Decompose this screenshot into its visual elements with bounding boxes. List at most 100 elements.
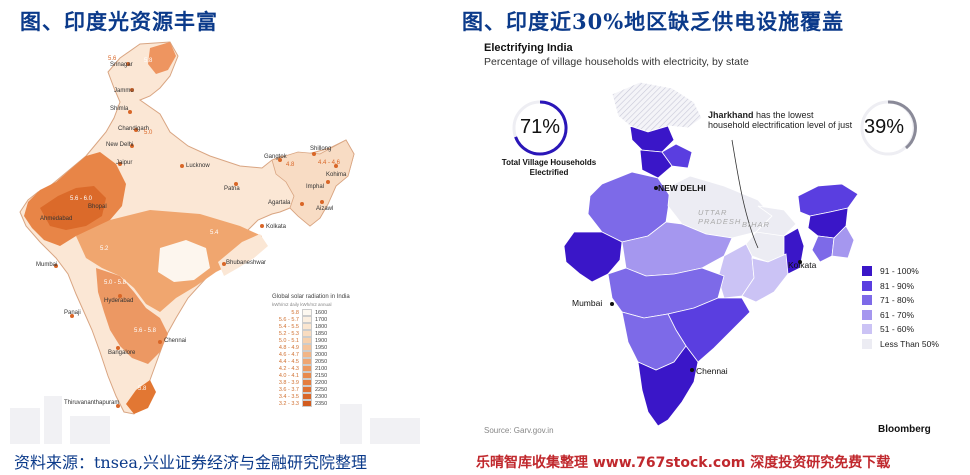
legend-label: 51 - 60% bbox=[880, 324, 915, 335]
state-uttar-pradesh: UTTAR PRADESH bbox=[698, 208, 742, 226]
region-value: 5.2 bbox=[100, 246, 109, 252]
city-label: Panaji bbox=[64, 310, 81, 316]
electrification-legend-row: 51 - 60% bbox=[862, 322, 939, 337]
electrification-legend-row: Less Than 50% bbox=[862, 337, 939, 352]
city-label: Shillong bbox=[310, 146, 332, 152]
solar-legend-row: 3.4 - 3.5 2300 bbox=[272, 393, 354, 400]
region-value: 5.2 - 5.4 bbox=[40, 170, 63, 176]
city-label: Bhubaneshwar bbox=[226, 260, 267, 266]
legend-swatch bbox=[302, 309, 312, 316]
legend-swatch bbox=[302, 358, 312, 365]
chart-title: Electrifying India bbox=[484, 42, 573, 54]
region-value: 4.8 bbox=[286, 162, 295, 168]
legend-annual-value: 2000 bbox=[315, 351, 328, 358]
legend-swatch bbox=[862, 280, 872, 291]
map-source: Source: Garv.gov.in bbox=[484, 426, 554, 435]
electrification-map-graphic bbox=[512, 81, 917, 427]
region-value: 5.6 bbox=[108, 56, 117, 62]
legend-label: 91 - 100% bbox=[880, 266, 919, 277]
legend-daily-value: 5.8 bbox=[291, 309, 299, 316]
legend-annual-value: 1600 bbox=[315, 309, 328, 316]
legend-swatch bbox=[302, 330, 312, 337]
electrification-legend: 91 - 100% 81 - 90% 71 - 80% 61 - 70% 51 - 60… bbox=[862, 264, 939, 351]
region-value: 5.4 bbox=[210, 230, 219, 236]
legend-label: 71 - 80% bbox=[880, 295, 915, 306]
legend-annual-value: 2250 bbox=[315, 386, 328, 393]
city-label: Thiruvananthapuram bbox=[64, 400, 120, 406]
legend-swatch bbox=[302, 365, 312, 372]
city-label: Aizawl bbox=[316, 206, 334, 212]
electrification-map: Electrifying India Percentage of village… bbox=[462, 36, 962, 444]
electrification-legend-row: 91 - 100% bbox=[862, 264, 939, 279]
region-value: 5.0 - 5.8 bbox=[104, 280, 127, 286]
legend-swatch bbox=[862, 324, 872, 335]
jharkhand-state-name: Jharkhand bbox=[708, 110, 754, 120]
city-label: Gangtok bbox=[264, 154, 287, 160]
legend-label: Less Than 50% bbox=[880, 338, 939, 349]
legend-swatch bbox=[302, 386, 312, 393]
electrification-legend-row: 71 - 80% bbox=[862, 293, 939, 308]
chart-subtitle: Percentage of village households with el… bbox=[484, 56, 749, 68]
legend-daily-value: 3.2 - 3.3 bbox=[278, 400, 299, 407]
city-label: Jaipur bbox=[116, 160, 133, 166]
solar-legend-row: 5.6 - 5.7 1700 bbox=[272, 316, 354, 323]
legend-annual-value: 1700 bbox=[315, 316, 328, 323]
solar-legend: Global solar radiation in India kWh/m2 d… bbox=[272, 294, 354, 407]
legend-annual-value: 1800 bbox=[315, 323, 328, 330]
legend-swatch bbox=[862, 295, 872, 306]
legend-daily-value: 3.6 - 3.7 bbox=[278, 386, 299, 393]
legend-daily-value: 3.4 - 3.5 bbox=[278, 393, 299, 400]
legend-daily-value: 5.6 - 5.7 bbox=[278, 316, 299, 323]
region-value: 4.4 - 4.6 bbox=[318, 160, 341, 166]
legend-swatch bbox=[302, 372, 312, 379]
total-electrified-label: Total Village Households Electrified bbox=[501, 158, 597, 177]
region-value: 5.8 bbox=[144, 58, 153, 64]
legend-swatch bbox=[302, 337, 312, 344]
legend-annual-value: 2100 bbox=[315, 365, 328, 372]
legend-swatch bbox=[862, 338, 872, 349]
jharkhand-pct: 39% bbox=[864, 116, 905, 138]
city-label: Bangalore bbox=[108, 350, 136, 356]
legend-swatch bbox=[302, 351, 312, 358]
solar-legend-row: 4.2 - 4.3 2100 bbox=[272, 365, 354, 372]
legend-daily-value: 5.0 - 5.1 bbox=[278, 337, 299, 344]
city-label: Ahmedabad bbox=[40, 216, 73, 222]
legend-swatch bbox=[302, 400, 312, 407]
solar-legend-row: 4.6 - 4.7 2000 bbox=[272, 351, 354, 358]
city-label: Lucknow bbox=[186, 163, 210, 169]
legend-daily-value: 4.2 - 4.3 bbox=[278, 365, 299, 372]
legend-swatch bbox=[302, 344, 312, 351]
solar-radiation-map: Srinagar Jammu Shimla Chandigarh New Del… bbox=[10, 36, 450, 444]
jharkhand-note-text-2: household electrification level of just bbox=[708, 120, 853, 130]
legend-annual-value: 1950 bbox=[315, 344, 328, 351]
legend-title: Global solar radiation in India bbox=[272, 294, 350, 300]
region-value: 5.0 bbox=[144, 130, 153, 136]
solar-legend-row: 5.0 - 5.1 1900 bbox=[272, 337, 354, 344]
solar-legend-row: 5.2 - 5.3 1850 bbox=[272, 330, 354, 337]
jharkhand-note-text-1: has the lowest bbox=[753, 110, 814, 120]
city-kolkata: Kolkata bbox=[788, 260, 817, 270]
legend-daily-value: 4.6 - 4.7 bbox=[278, 351, 299, 358]
city-chennai: Chennai bbox=[696, 366, 728, 376]
left-figure-title: 图、印度光资源丰富 bbox=[20, 9, 218, 34]
watermark: 乐晴智库收集整理 www.767stock.com 深度投资研究免费下载 bbox=[474, 452, 893, 472]
legend-annual-value: 2300 bbox=[315, 393, 328, 400]
city-label: Kohima bbox=[326, 172, 347, 178]
legend-label: 81 - 90% bbox=[880, 280, 915, 291]
solar-legend-row: 5.4 - 5.5 1800 bbox=[272, 323, 354, 330]
state-bihar: BIHAR bbox=[742, 220, 770, 229]
legend-swatch bbox=[302, 393, 312, 400]
legend-annual-value: 2200 bbox=[315, 379, 328, 386]
region-value: 5.6 - 6.0 bbox=[70, 196, 93, 202]
legend-swatch bbox=[302, 316, 312, 323]
legend-daily-value: 3.8 - 3.9 bbox=[278, 379, 299, 386]
legend-swatch bbox=[862, 309, 872, 320]
city-label: Hyderabad bbox=[104, 298, 134, 304]
solar-legend-row: 4.8 - 4.9 1950 bbox=[272, 344, 354, 351]
city-label: Shimla bbox=[110, 106, 129, 112]
solar-legend-row: 3.2 - 3.3 2350 bbox=[272, 400, 354, 407]
city-label: Mumbai bbox=[36, 262, 58, 268]
legend-daily-value: 4.8 - 4.9 bbox=[278, 344, 299, 351]
city-label: New Delhi bbox=[106, 142, 134, 148]
total-electrified-pct: 71% bbox=[520, 116, 561, 138]
